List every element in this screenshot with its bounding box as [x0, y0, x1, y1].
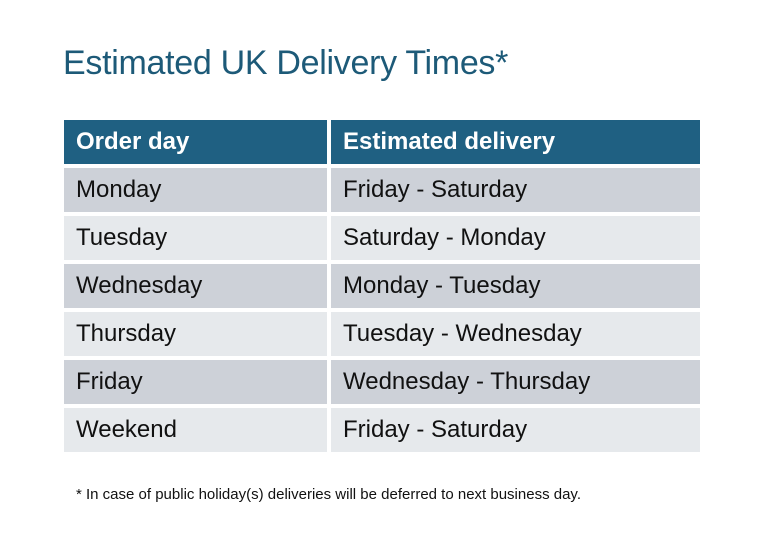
- estimated-delivery-cell: Tuesday - Wednesday: [331, 312, 700, 356]
- order-day-cell: Weekend: [64, 408, 327, 452]
- table-row: Tuesday Saturday - Monday: [64, 216, 700, 260]
- delivery-table: Order day Estimated delivery Monday Frida…: [60, 116, 704, 456]
- estimated-delivery-cell: Friday - Saturday: [331, 168, 700, 212]
- order-day-cell: Tuesday: [64, 216, 327, 260]
- table-header-row: Order day Estimated delivery: [64, 120, 700, 164]
- table-row: Thursday Tuesday - Wednesday: [64, 312, 700, 356]
- header-order-day: Order day: [64, 120, 327, 164]
- estimated-delivery-cell: Monday - Tuesday: [331, 264, 700, 308]
- order-day-cell: Wednesday: [64, 264, 327, 308]
- estimated-delivery-cell: Friday - Saturday: [331, 408, 700, 452]
- order-day-cell: Friday: [64, 360, 327, 404]
- footnote: * In case of public holiday(s) deliverie…: [76, 486, 581, 503]
- table-row: Weekend Friday - Saturday: [64, 408, 700, 452]
- table-row: Friday Wednesday - Thursday: [64, 360, 700, 404]
- page-title: Estimated UK Delivery Times*: [63, 44, 509, 82]
- estimated-delivery-cell: Wednesday - Thursday: [331, 360, 700, 404]
- table-row: Wednesday Monday - Tuesday: [64, 264, 700, 308]
- estimated-delivery-cell: Saturday - Monday: [331, 216, 700, 260]
- header-estimated-delivery: Estimated delivery: [331, 120, 700, 164]
- order-day-cell: Monday: [64, 168, 327, 212]
- table-row: Monday Friday - Saturday: [64, 168, 700, 212]
- order-day-cell: Thursday: [64, 312, 327, 356]
